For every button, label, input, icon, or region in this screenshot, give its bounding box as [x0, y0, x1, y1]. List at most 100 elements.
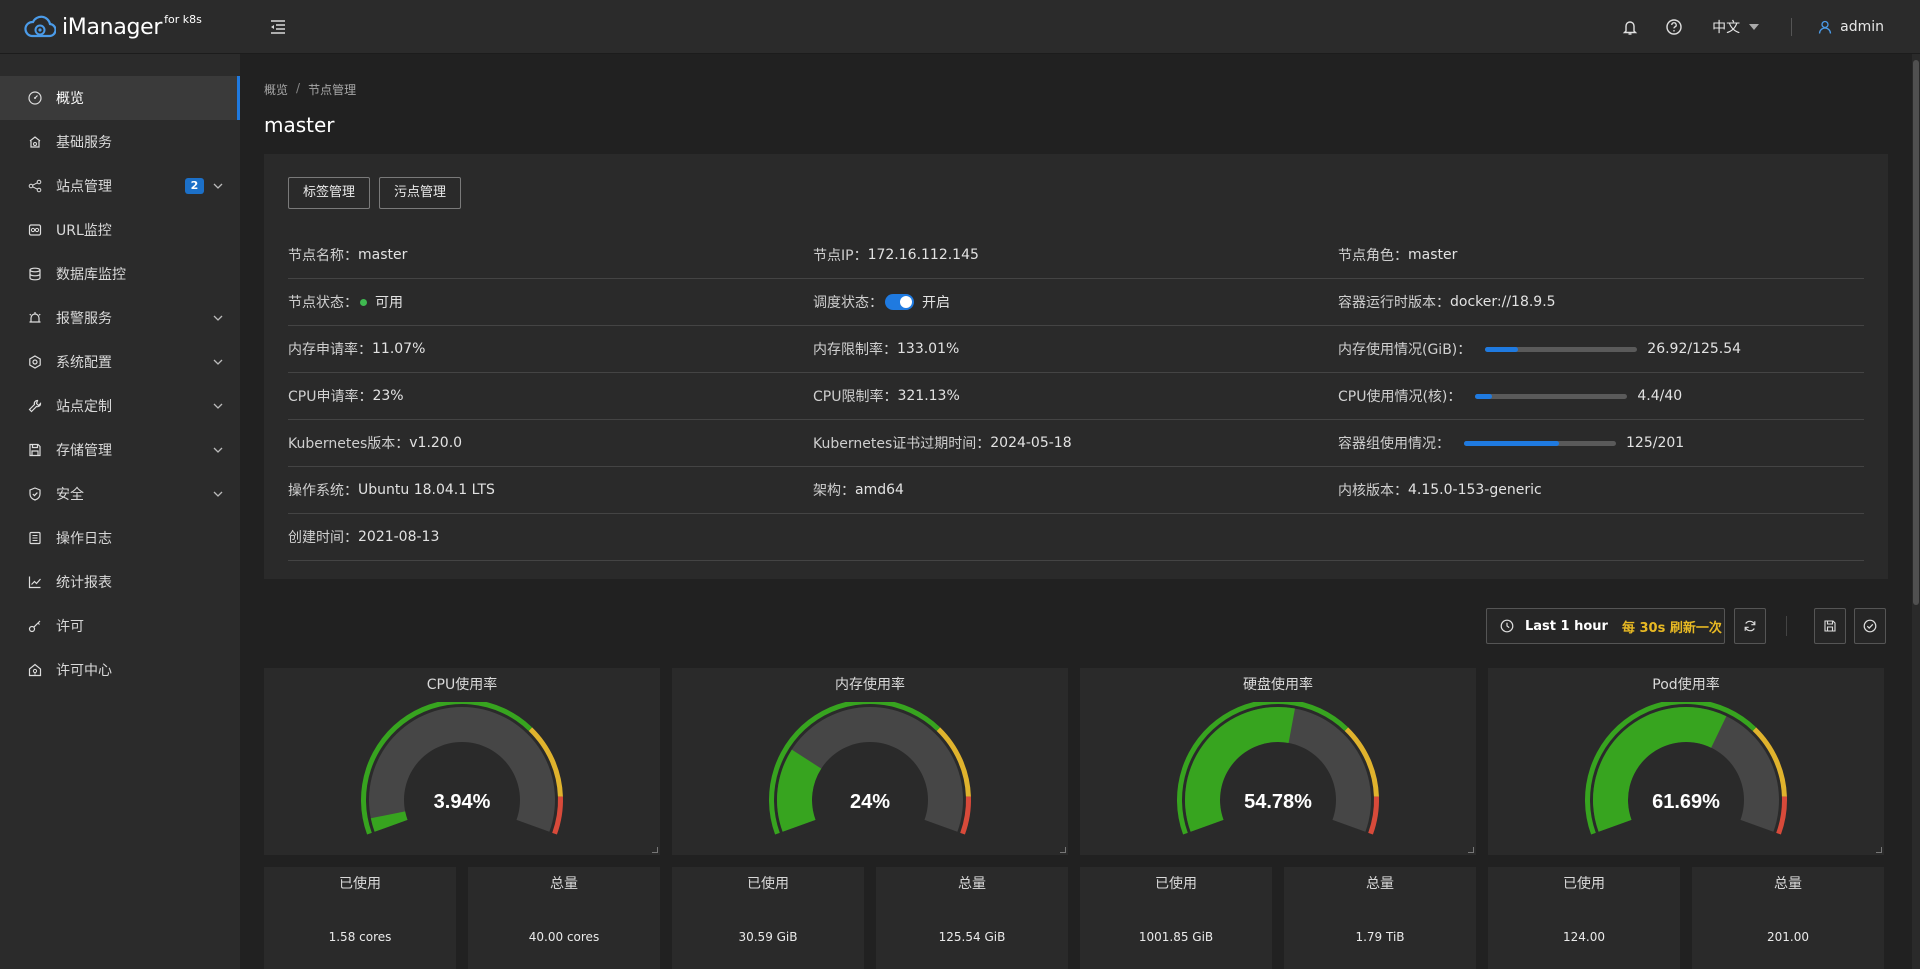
stat-title: 已使用: [1563, 876, 1605, 892]
sidebar-item-basic-services[interactable]: 基础服务: [0, 120, 240, 164]
chevron-down-icon: [213, 183, 223, 189]
created-field: 创建时间： 2021-08-13: [288, 514, 439, 560]
field-value: 23%: [372, 388, 404, 404]
taint-management-button[interactable]: 污点管理: [379, 177, 462, 209]
threshold-band-red: [1776, 796, 1787, 835]
field-key: 内核版本：: [1338, 483, 1408, 499]
refresh-button[interactable]: [1734, 608, 1766, 644]
resize-handle[interactable]: [652, 847, 658, 853]
sidebar-item-operation-log[interactable]: 操作日志: [0, 516, 240, 560]
stat-value: 30.59 GiB: [738, 930, 798, 944]
sidebar-item-system-config[interactable]: 系统配置: [0, 340, 240, 384]
user-icon: [1818, 20, 1832, 34]
cpu-usage-gauge: 3.94%: [361, 702, 563, 835]
check-circle-icon: [1863, 619, 1877, 633]
page-scrollbar[interactable]: [1912, 54, 1920, 969]
sidebar-item-storage-management[interactable]: 存储管理: [0, 428, 240, 472]
sidebar-item-license[interactable]: 许可: [0, 604, 240, 648]
field-key: CPU使用情况(核)：: [1338, 389, 1462, 405]
header-divider: [1791, 18, 1793, 36]
info-row: 节点状态： 可用 调度状态： 开启 容器运行时版本： docker://18.9.5: [288, 279, 1864, 326]
disk-usage-gauge: 54.78%: [1177, 702, 1379, 835]
time-range-picker[interactable]: Last 1 hour 每 30s 刷新一次: [1486, 608, 1725, 644]
sidebar-item-label: 站点管理: [56, 179, 112, 195]
top-header: iManager for k8s 中文 admin: [0, 0, 1920, 54]
pod-usage-progress-bar: [1464, 440, 1616, 446]
sidebar-item-label: URL监控: [56, 223, 112, 239]
language-label: 中文: [1712, 20, 1741, 36]
pod-usage-gauge: 61.69%: [1585, 702, 1787, 835]
cert-expiry-field: Kubernetes证书过期时间： 2024-05-18: [813, 420, 1072, 466]
sidebar-item-license-center[interactable]: 许可中心: [0, 648, 240, 692]
field-key: 节点IP：: [813, 248, 868, 264]
sidebar-item-site-customization[interactable]: 站点定制: [0, 384, 240, 428]
field-key: Kubernetes证书过期时间：: [813, 436, 991, 452]
cpu-limit-field: CPU限制率： 321.13%: [813, 373, 960, 419]
sidebar-item-url-monitor[interactable]: URL监控: [0, 208, 240, 252]
info-row: 操作系统： Ubuntu 18.04.1 LTS 架构： amd64 内核版本： 4.…: [288, 467, 1864, 514]
field-key: 内存使用情况(GiB)：: [1338, 342, 1472, 358]
sidebar-item-site-management[interactable]: 站点管理 2: [0, 164, 240, 208]
help-icon[interactable]: [1665, 18, 1683, 36]
main-content: 概览 / 节点管理 master 标签管理 污点管理 节点名称： master 节…: [240, 54, 1912, 969]
gauge-value-label: 3.94%: [434, 791, 491, 813]
stat-value: 1.79 TiB: [1355, 930, 1405, 944]
schedule-toggle[interactable]: [885, 294, 914, 310]
threshold-band-green: [1177, 702, 1349, 835]
bell-icon[interactable]: [1621, 18, 1639, 36]
field-value: 4.4/40: [1637, 388, 1683, 404]
field-value: 4.15.0-153-generic: [1408, 482, 1542, 498]
stat-title: 总量: [1366, 876, 1394, 892]
field-key: 节点状态：: [288, 295, 358, 311]
gauge-value-label: 24%: [850, 791, 890, 813]
sidebar-item-label: 许可中心: [56, 663, 112, 679]
label-management-button[interactable]: 标签管理: [288, 177, 371, 209]
field-value: master: [1408, 247, 1458, 263]
disk-total-stat: 总量 1.79 TiB: [1284, 867, 1476, 969]
stat-value: 1001.85 GiB: [1138, 930, 1214, 944]
scrollbar-thumb[interactable]: [1913, 60, 1919, 605]
apply-button[interactable]: [1854, 608, 1886, 644]
mem-limit-field: 内存限制率： 133.01%: [813, 326, 959, 372]
alarm-icon: [29, 312, 41, 323]
stat-title: 总量: [550, 876, 578, 892]
mem-usage-progress-bar: [1485, 346, 1638, 352]
sidebar-item-alarm-service[interactable]: 报警服务: [0, 296, 240, 340]
field-value: 11.07%: [372, 341, 426, 357]
site-count-badge: 2: [185, 178, 204, 194]
resize-handle[interactable]: [1468, 847, 1474, 853]
sidebar-item-security[interactable]: 安全: [0, 472, 240, 516]
breadcrumb-home[interactable]: 概览: [264, 83, 289, 97]
language-selector[interactable]: 中文: [1712, 17, 1760, 37]
page-title: master: [264, 113, 335, 137]
field-value: 125/201: [1626, 435, 1685, 451]
pod-usage-gauge-panel: Pod使用率 61.69%: [1488, 668, 1884, 855]
chevron-down-icon: [213, 403, 223, 409]
sidebar-item-statistics-report[interactable]: 统计报表: [0, 560, 240, 604]
save-dashboard-button[interactable]: [1814, 608, 1846, 644]
clock-icon: [1500, 619, 1514, 633]
user-menu[interactable]: admin: [1818, 19, 1884, 35]
sidebar-item-database-monitor[interactable]: 数据库监控: [0, 252, 240, 296]
sidebar-item-overview[interactable]: 概览: [0, 76, 240, 120]
os-field: 操作系统： Ubuntu 18.04.1 LTS: [288, 467, 495, 513]
app-logo[interactable]: iManager for k8s: [24, 12, 202, 42]
threshold-band-red: [552, 796, 563, 835]
resize-handle[interactable]: [1060, 847, 1066, 853]
field-value: v1.20.0: [409, 435, 463, 451]
time-range-label: Last 1 hour: [1525, 618, 1608, 634]
breadcrumb-current: 节点管理: [308, 83, 357, 97]
stat-value: 40.00 cores: [528, 930, 600, 944]
k8s-version-field: Kubernetes版本： v1.20.0: [288, 420, 462, 466]
menu-collapse-icon[interactable]: [268, 17, 288, 37]
gauge-track: [369, 707, 555, 832]
stat-value: 1.58 cores: [328, 930, 392, 944]
resize-handle[interactable]: [1876, 847, 1882, 853]
threshold-band-yellow: [1344, 727, 1379, 797]
field-value: 26.92/125.54: [1647, 341, 1742, 357]
pod-used-stat: 已使用 124.00: [1488, 867, 1680, 969]
gauge-title: 硬盘使用率: [1243, 677, 1313, 693]
key-icon: [28, 620, 41, 633]
field-value: 开启: [922, 295, 950, 311]
stat-value: 201.00: [1767, 930, 1809, 944]
